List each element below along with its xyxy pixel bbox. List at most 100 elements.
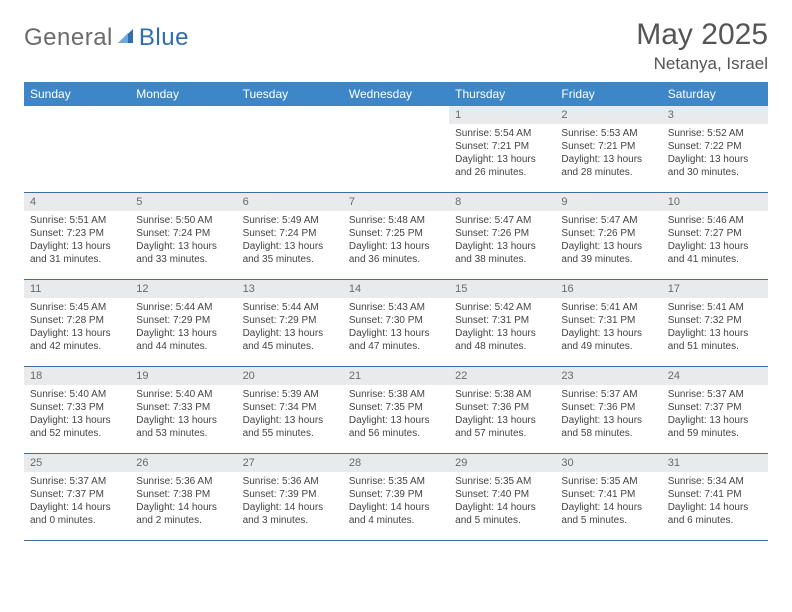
sunset-line: Sunset: 7:37 PM — [668, 401, 762, 414]
day-cell: 14Sunrise: 5:43 AMSunset: 7:30 PMDayligh… — [343, 280, 449, 366]
sunset-line: Sunset: 7:37 PM — [30, 488, 124, 501]
day-body: Sunrise: 5:35 AMSunset: 7:39 PMDaylight:… — [343, 472, 449, 533]
sunrise-line: Sunrise: 5:42 AM — [455, 301, 549, 314]
day-body: Sunrise: 5:35 AMSunset: 7:41 PMDaylight:… — [555, 472, 661, 533]
day-body: Sunrise: 5:47 AMSunset: 7:26 PMDaylight:… — [449, 211, 555, 272]
day-body: Sunrise: 5:36 AMSunset: 7:38 PMDaylight:… — [130, 472, 236, 533]
logo-sail-icon — [115, 25, 137, 52]
daylight-line: Daylight: 14 hours and 6 minutes. — [668, 501, 762, 527]
daylight-line: Daylight: 14 hours and 2 minutes. — [136, 501, 230, 527]
day-cell: 21Sunrise: 5:38 AMSunset: 7:35 PMDayligh… — [343, 367, 449, 453]
day-body: Sunrise: 5:45 AMSunset: 7:28 PMDaylight:… — [24, 298, 130, 359]
daylight-line: Daylight: 13 hours and 41 minutes. — [668, 240, 762, 266]
daylight-line: Daylight: 13 hours and 36 minutes. — [349, 240, 443, 266]
sunrise-line: Sunrise: 5:38 AM — [455, 388, 549, 401]
day-body: Sunrise: 5:38 AMSunset: 7:36 PMDaylight:… — [449, 385, 555, 446]
week-row: 18Sunrise: 5:40 AMSunset: 7:33 PMDayligh… — [24, 367, 768, 454]
day-cell: 8Sunrise: 5:47 AMSunset: 7:26 PMDaylight… — [449, 193, 555, 279]
week-row: 1Sunrise: 5:54 AMSunset: 7:21 PMDaylight… — [24, 106, 768, 193]
day-number: 30 — [555, 454, 661, 472]
daylight-line: Daylight: 14 hours and 5 minutes. — [455, 501, 549, 527]
daylight-line: Daylight: 14 hours and 0 minutes. — [30, 501, 124, 527]
sunset-line: Sunset: 7:27 PM — [668, 227, 762, 240]
day-number: 7 — [343, 193, 449, 211]
sunset-line: Sunset: 7:24 PM — [136, 227, 230, 240]
daylight-line: Daylight: 13 hours and 59 minutes. — [668, 414, 762, 440]
sunset-line: Sunset: 7:29 PM — [136, 314, 230, 327]
daylight-line: Daylight: 13 hours and 58 minutes. — [561, 414, 655, 440]
sunset-line: Sunset: 7:33 PM — [136, 401, 230, 414]
sunrise-line: Sunrise: 5:44 AM — [243, 301, 337, 314]
sunrise-line: Sunrise: 5:36 AM — [243, 475, 337, 488]
sunset-line: Sunset: 7:21 PM — [455, 140, 549, 153]
weeks-container: 1Sunrise: 5:54 AMSunset: 7:21 PMDaylight… — [24, 106, 768, 541]
day-cell: 7Sunrise: 5:48 AMSunset: 7:25 PMDaylight… — [343, 193, 449, 279]
sunrise-line: Sunrise: 5:50 AM — [136, 214, 230, 227]
day-cell: 4Sunrise: 5:51 AMSunset: 7:23 PMDaylight… — [24, 193, 130, 279]
day-cell: 22Sunrise: 5:38 AMSunset: 7:36 PMDayligh… — [449, 367, 555, 453]
day-body: Sunrise: 5:43 AMSunset: 7:30 PMDaylight:… — [343, 298, 449, 359]
sunrise-line: Sunrise: 5:40 AM — [136, 388, 230, 401]
dow-cell: Sunday — [24, 82, 130, 106]
day-number: 15 — [449, 280, 555, 298]
day-body: Sunrise: 5:54 AMSunset: 7:21 PMDaylight:… — [449, 124, 555, 185]
sunset-line: Sunset: 7:32 PM — [668, 314, 762, 327]
daylight-line: Daylight: 13 hours and 49 minutes. — [561, 327, 655, 353]
sunset-line: Sunset: 7:36 PM — [455, 401, 549, 414]
page-header: General Blue May 2025 Netanya, Israel — [24, 18, 768, 74]
sunrise-line: Sunrise: 5:46 AM — [668, 214, 762, 227]
week-row: 11Sunrise: 5:45 AMSunset: 7:28 PMDayligh… — [24, 280, 768, 367]
daylight-line: Daylight: 13 hours and 35 minutes. — [243, 240, 337, 266]
day-number: 3 — [662, 106, 768, 124]
day-number: 29 — [449, 454, 555, 472]
day-body: Sunrise: 5:47 AMSunset: 7:26 PMDaylight:… — [555, 211, 661, 272]
sunset-line: Sunset: 7:26 PM — [561, 227, 655, 240]
day-cell: 16Sunrise: 5:41 AMSunset: 7:31 PMDayligh… — [555, 280, 661, 366]
day-number: 6 — [237, 193, 343, 211]
day-cell: 18Sunrise: 5:40 AMSunset: 7:33 PMDayligh… — [24, 367, 130, 453]
day-cell: 25Sunrise: 5:37 AMSunset: 7:37 PMDayligh… — [24, 454, 130, 540]
day-cell: 27Sunrise: 5:36 AMSunset: 7:39 PMDayligh… — [237, 454, 343, 540]
day-number: 25 — [24, 454, 130, 472]
daylight-line: Daylight: 13 hours and 47 minutes. — [349, 327, 443, 353]
sunset-line: Sunset: 7:28 PM — [30, 314, 124, 327]
day-number: 14 — [343, 280, 449, 298]
sunrise-line: Sunrise: 5:39 AM — [243, 388, 337, 401]
logo-text-blue: Blue — [139, 24, 189, 52]
day-cell: 29Sunrise: 5:35 AMSunset: 7:40 PMDayligh… — [449, 454, 555, 540]
sunset-line: Sunset: 7:25 PM — [349, 227, 443, 240]
daylight-line: Daylight: 13 hours and 51 minutes. — [668, 327, 762, 353]
sunrise-line: Sunrise: 5:35 AM — [455, 475, 549, 488]
sunset-line: Sunset: 7:34 PM — [243, 401, 337, 414]
sunrise-line: Sunrise: 5:47 AM — [561, 214, 655, 227]
day-cell: 20Sunrise: 5:39 AMSunset: 7:34 PMDayligh… — [237, 367, 343, 453]
day-body: Sunrise: 5:41 AMSunset: 7:31 PMDaylight:… — [555, 298, 661, 359]
sunset-line: Sunset: 7:26 PM — [455, 227, 549, 240]
calendar: SundayMondayTuesdayWednesdayThursdayFrid… — [24, 82, 768, 541]
sunset-line: Sunset: 7:31 PM — [561, 314, 655, 327]
day-cell: 5Sunrise: 5:50 AMSunset: 7:24 PMDaylight… — [130, 193, 236, 279]
day-number: 31 — [662, 454, 768, 472]
daylight-line: Daylight: 14 hours and 5 minutes. — [561, 501, 655, 527]
day-number: 4 — [24, 193, 130, 211]
dow-cell: Saturday — [662, 82, 768, 106]
daylight-line: Daylight: 13 hours and 57 minutes. — [455, 414, 549, 440]
day-number: 13 — [237, 280, 343, 298]
day-cell: 6Sunrise: 5:49 AMSunset: 7:24 PMDaylight… — [237, 193, 343, 279]
daylight-line: Daylight: 13 hours and 44 minutes. — [136, 327, 230, 353]
day-body: Sunrise: 5:38 AMSunset: 7:35 PMDaylight:… — [343, 385, 449, 446]
sunrise-line: Sunrise: 5:37 AM — [668, 388, 762, 401]
day-number: 16 — [555, 280, 661, 298]
daylight-line: Daylight: 14 hours and 4 minutes. — [349, 501, 443, 527]
day-body: Sunrise: 5:35 AMSunset: 7:40 PMDaylight:… — [449, 472, 555, 533]
sunset-line: Sunset: 7:39 PM — [349, 488, 443, 501]
day-cell: 3Sunrise: 5:52 AMSunset: 7:22 PMDaylight… — [662, 106, 768, 192]
dow-cell: Wednesday — [343, 82, 449, 106]
sunset-line: Sunset: 7:38 PM — [136, 488, 230, 501]
day-cell: 15Sunrise: 5:42 AMSunset: 7:31 PMDayligh… — [449, 280, 555, 366]
week-row: 4Sunrise: 5:51 AMSunset: 7:23 PMDaylight… — [24, 193, 768, 280]
day-body: Sunrise: 5:50 AMSunset: 7:24 PMDaylight:… — [130, 211, 236, 272]
month-title: May 2025 — [636, 18, 768, 52]
day-cell: 10Sunrise: 5:46 AMSunset: 7:27 PMDayligh… — [662, 193, 768, 279]
sunset-line: Sunset: 7:41 PM — [668, 488, 762, 501]
